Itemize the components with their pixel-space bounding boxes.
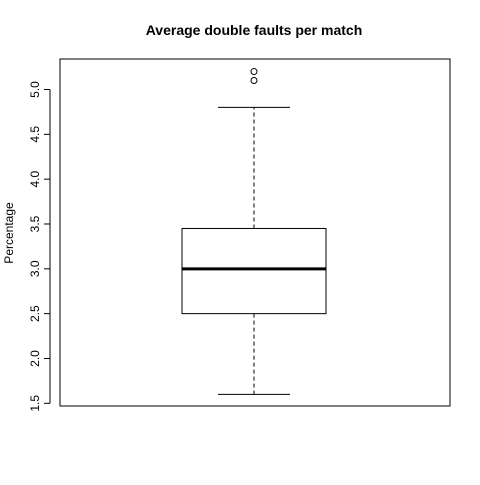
y-tick-label: 2.5 — [28, 305, 42, 322]
interquartile-box — [181, 227, 327, 315]
y-tick-label: 1.5 — [28, 395, 42, 412]
y-tick-label: 5.0 — [28, 81, 42, 98]
y-axis: 1.5 2.0 2.5 3.0 3.5 4.0 4.5 5.0 — [28, 81, 51, 412]
y-tick-label: 3.5 — [28, 215, 42, 232]
y-tick-label: 4.5 — [28, 126, 42, 143]
outlier-point — [250, 77, 258, 85]
plot-frame — [59, 58, 451, 407]
y-axis-label: Percentage — [2, 202, 16, 264]
y-tick-label: 3.0 — [28, 260, 42, 277]
y-tick-label: 2.0 — [28, 350, 42, 367]
y-tick-label: 4.0 — [28, 170, 42, 187]
outlier-point — [250, 68, 258, 76]
box-group — [181, 68, 327, 395]
chart-title: Average double faults per match — [146, 22, 363, 38]
